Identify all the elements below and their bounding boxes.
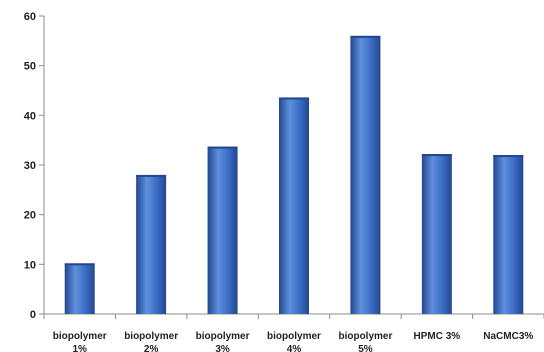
- y-tick-label: 50: [24, 61, 36, 73]
- y-axis: 0 10 20 30 40 50 60: [24, 11, 45, 321]
- y-tick-label: 60: [24, 11, 36, 23]
- bar: [279, 97, 309, 314]
- x-tick-label: biopolymer 3%: [196, 331, 250, 352]
- bar-top-edge: [64, 263, 95, 266]
- bar-top-edge: [207, 146, 238, 149]
- bar: [493, 155, 524, 314]
- bars: [64, 35, 524, 314]
- bar-top-edge: [136, 174, 167, 177]
- category-labels: biopolymer 1% biopolymer 2% biopolymer 3% biop…: [53, 331, 534, 352]
- x-tick-label: biopolymer 4%: [267, 331, 321, 352]
- bar: [350, 35, 381, 314]
- y-tick-label: 10: [24, 259, 36, 271]
- x-tick-label: biopolymer 1%: [53, 331, 107, 352]
- x-tick-label: biopolymer 2%: [124, 331, 178, 352]
- x-tick-label: biopolymer 5%: [338, 331, 392, 352]
- y-tick-label: 40: [24, 110, 36, 122]
- y-tick-label: 20: [24, 210, 36, 222]
- x-axis: [43, 313, 544, 319]
- bar-top-edge: [350, 35, 381, 38]
- x-tick-label: HPMC 3%: [414, 331, 461, 342]
- bar: [64, 263, 95, 314]
- bar-top-edge: [279, 97, 309, 100]
- bar: [207, 146, 238, 314]
- bar-top-edge: [493, 155, 524, 158]
- y-tick-label: 30: [24, 160, 36, 172]
- bar: [136, 174, 167, 314]
- y-tick-label: 0: [30, 309, 36, 321]
- bar: [421, 154, 452, 314]
- x-tick-label: NaCMC3%: [483, 331, 533, 342]
- bar-top-edge: [421, 154, 452, 157]
